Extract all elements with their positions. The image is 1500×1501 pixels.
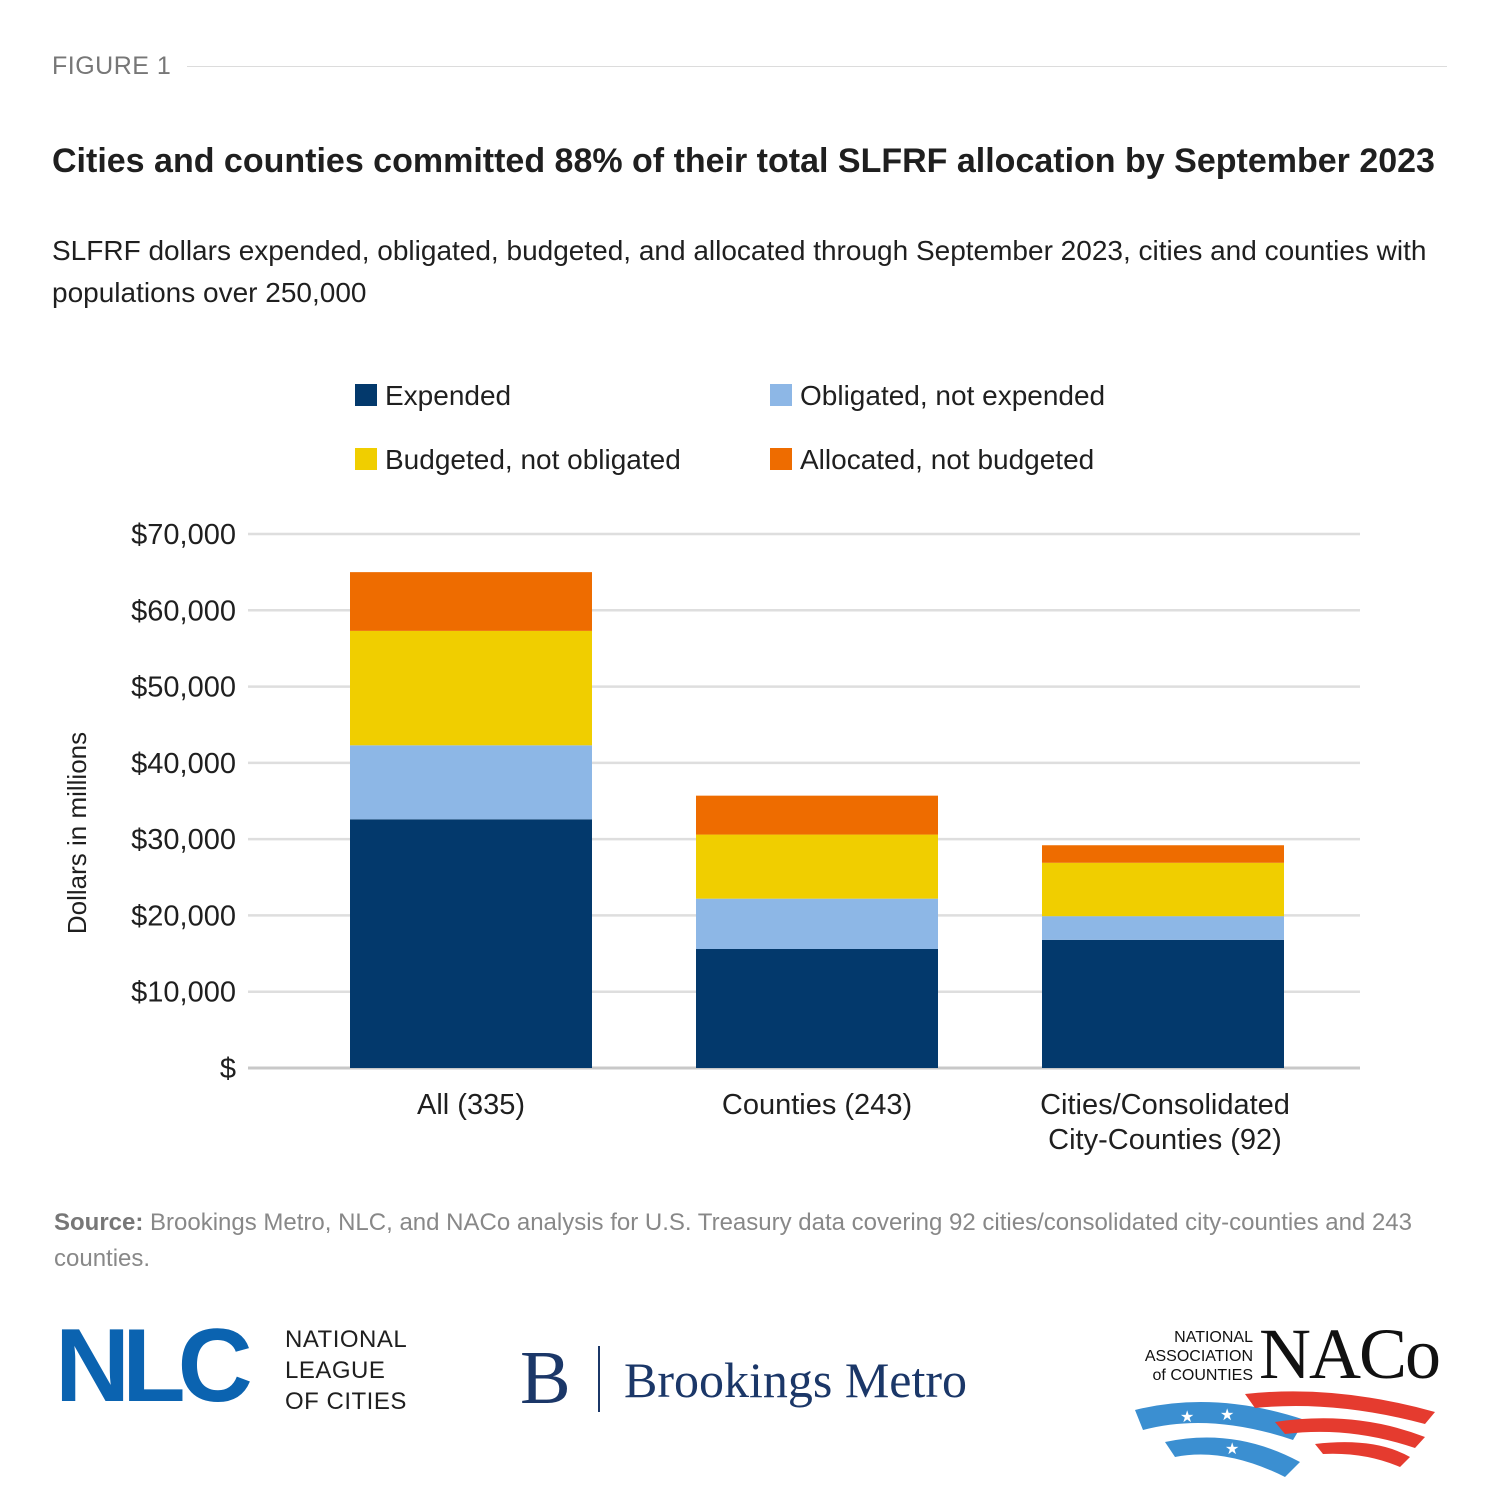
legend-swatch [355, 384, 377, 406]
y-tick-label: $50,000 [131, 672, 236, 704]
naco-logo-line: NATIONAL [1174, 1329, 1253, 1346]
naco-logo-line: of COUNTIES [1152, 1367, 1253, 1384]
x-axis-ticks: All (335) Counties (243) Cities/Consolidat… [417, 1089, 1290, 1156]
nlc-logo: NLC NATIONAL LEAGUE OF CITIES [55, 1308, 435, 1424]
naco-logo-line: ASSOCIATION [1144, 1348, 1253, 1365]
legend-label: Obligated, not expended [800, 380, 1105, 411]
source-label: Source: [54, 1209, 144, 1236]
legend-label: Allocated, not budgeted [800, 444, 1094, 475]
nlc-logo-line: LEAGUE [285, 1357, 386, 1384]
y-tick-label: $10,000 [131, 977, 236, 1009]
chart-subtitle: SLFRF dollars expended, obligated, budge… [52, 235, 1427, 308]
y-tick-label: $20,000 [131, 900, 236, 932]
svg-text:★: ★ [1220, 1407, 1234, 1424]
bar-segment [350, 572, 592, 631]
legend-swatch [770, 384, 792, 406]
y-axis-label: Dollars in millions [62, 732, 92, 934]
bar-segment [696, 834, 938, 899]
figure-label: FIGURE 1 [52, 52, 172, 80]
y-tick-label: $30,000 [131, 824, 236, 856]
y-tick-label: $60,000 [131, 595, 236, 627]
bar-segment [350, 630, 592, 746]
y-tick-label: $40,000 [131, 748, 236, 780]
bar-segment [696, 898, 938, 949]
svg-text:★: ★ [1180, 1409, 1194, 1426]
naco-logo-mark: NACo [1259, 1314, 1441, 1394]
bar-segment [1042, 916, 1284, 940]
stacked-bar-chart: Expended Obligated, not expended Budgeted,… [62, 380, 1360, 1156]
bar-segment [350, 819, 592, 1068]
y-tick-label: $ [220, 1053, 236, 1085]
legend-swatch [770, 448, 792, 470]
y-axis-ticks: $ $10,000 $20,000 $30,000 $40,000 $50,000 $60,… [131, 519, 236, 1085]
naco-logo-small-text: NATIONAL ASSOCIATION of COUNTIES [1133, 1328, 1253, 1385]
x-tick-label: Cities/Consolidated [1040, 1089, 1290, 1121]
nlc-logo-line: OF CITIES [285, 1388, 407, 1415]
nlc-logo-line: NATIONAL [285, 1326, 408, 1353]
chart-title: Cities and counties committed 88% of the… [52, 142, 1435, 180]
source-text: Brookings Metro, NLC, and NACo analysis … [54, 1209, 1412, 1272]
chart-legend: Expended Obligated, not expended Budgeted,… [355, 380, 1105, 475]
brookings-logo-name: Brookings Metro [624, 1352, 968, 1408]
source-note: Source: Brookings Metro, NLC, and NACo a… [54, 1205, 1414, 1277]
legend-label: Budgeted, not obligated [385, 444, 681, 475]
nlc-logo-mark: NLC [55, 1308, 253, 1424]
x-tick-label: City-Counties (92) [1048, 1124, 1282, 1156]
bar-segment [350, 745, 592, 820]
x-tick-label: All (335) [417, 1089, 525, 1121]
figure-label-rule [187, 66, 1447, 67]
naco-flag-swoosh-icon: ★ ★ ★ [1135, 1391, 1435, 1477]
y-tick-label: $70,000 [131, 519, 236, 551]
legend-swatch [355, 448, 377, 470]
figure-label-row: FIGURE 1 [52, 52, 1447, 82]
svg-text:★: ★ [1225, 1441, 1239, 1458]
bar-segment [1042, 939, 1284, 1068]
bar-segment [1042, 845, 1284, 863]
brookings-logo-separator [598, 1346, 600, 1412]
bar-segment [696, 948, 938, 1068]
x-tick-label: Counties (243) [722, 1089, 912, 1121]
brookings-logo-mark: B [520, 1336, 571, 1420]
chart-bars [350, 572, 1284, 1068]
bar-segment [696, 795, 938, 835]
legend-label: Expended [385, 380, 511, 411]
naco-logo: NATIONAL ASSOCIATION of COUNTIES NACo ★ … [1125, 1318, 1455, 1482]
brookings-metro-logo: B Brookings Metro [520, 1340, 1020, 1420]
bar-segment [1042, 862, 1284, 917]
nlc-logo-text: NATIONAL LEAGUE OF CITIES [285, 1324, 407, 1417]
